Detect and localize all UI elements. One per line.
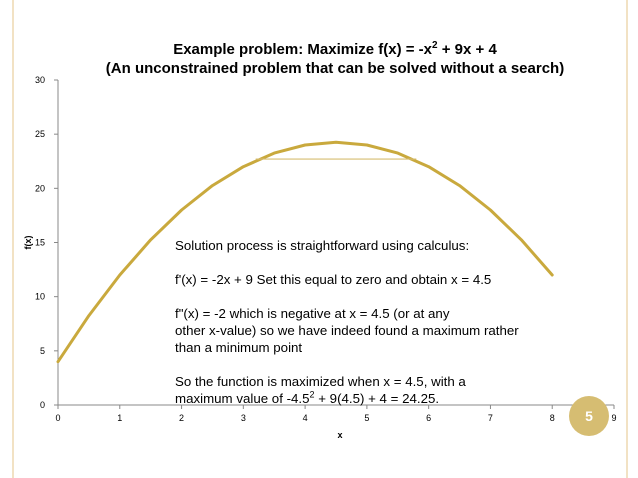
slide-frame-right	[626, 0, 628, 478]
x-tick-label: 5	[364, 413, 369, 423]
y-tick-label: 10	[35, 292, 45, 302]
annotation-exponent: 2	[309, 389, 315, 400]
title-line1-suffix: + 9x + 4	[437, 41, 497, 58]
function-curve	[56, 140, 554, 364]
x-tick-label: 9	[611, 413, 616, 423]
x-tick-label: 1	[117, 413, 122, 423]
annotation-line-7-prefix: maximum value of -4.5	[175, 391, 310, 406]
title-line1-prefix: Example problem: Maximize f(x) = -x	[173, 41, 433, 58]
annotation-line-4: other x-value) so we have indeed found a…	[175, 323, 519, 338]
x-tick-label: 2	[179, 413, 184, 423]
title-line1: Example problem: Maximize f(x) = -x2 + 9…	[173, 40, 497, 59]
x-tick-label: 6	[426, 413, 431, 423]
annotation-line-3: f"(x) = -2 which is negative at x = 4.5 …	[175, 306, 450, 321]
y-axis-label: f(x)	[23, 236, 33, 250]
x-tick-label: 7	[488, 413, 493, 423]
slide-number: 5	[585, 408, 593, 424]
chart-ticks	[54, 79, 615, 409]
y-tick-label: 0	[40, 400, 45, 410]
slide-frame-left	[12, 0, 14, 478]
annotation-line-6: So the function is maximized when x = 4.…	[175, 374, 466, 389]
title-line2: (An unconstrained problem that can be so…	[105, 60, 565, 77]
y-tick-label: 5	[40, 346, 45, 356]
chart-marks	[56, 140, 554, 364]
x-tick-label: 4	[303, 413, 308, 423]
y-tick-label: 25	[35, 129, 45, 139]
annotation-line-1: Solution process is straightforward usin…	[175, 238, 470, 253]
annotation-line-7: maximum value of -4.52 + 9(4.5) + 4 = 24…	[175, 390, 575, 407]
x-tick-label: 0	[55, 413, 60, 423]
x-tick-label: 8	[550, 413, 555, 423]
y-tick-label: 20	[35, 183, 45, 193]
title-exponent: 2	[432, 40, 438, 51]
chart-title: Example problem: Maximize f(x) = -x2 + 9…	[60, 40, 610, 78]
annotation-line-2: f'(x) = -2x + 9 Set this equal to zero a…	[175, 272, 492, 287]
slide-number-badge: 5	[569, 396, 609, 436]
x-axis-label: x	[337, 430, 342, 440]
y-tick-label: 30	[35, 75, 45, 85]
y-tick-label: 15	[35, 238, 45, 248]
x-tick-label: 3	[241, 413, 246, 423]
annotation-line-5: than a minimum point	[175, 340, 303, 355]
solution-annotation: Solution process is straightforward usin…	[175, 237, 575, 407]
annotation-line-7-suffix: + 9(4.5) + 4 = 24.25.	[314, 391, 440, 406]
